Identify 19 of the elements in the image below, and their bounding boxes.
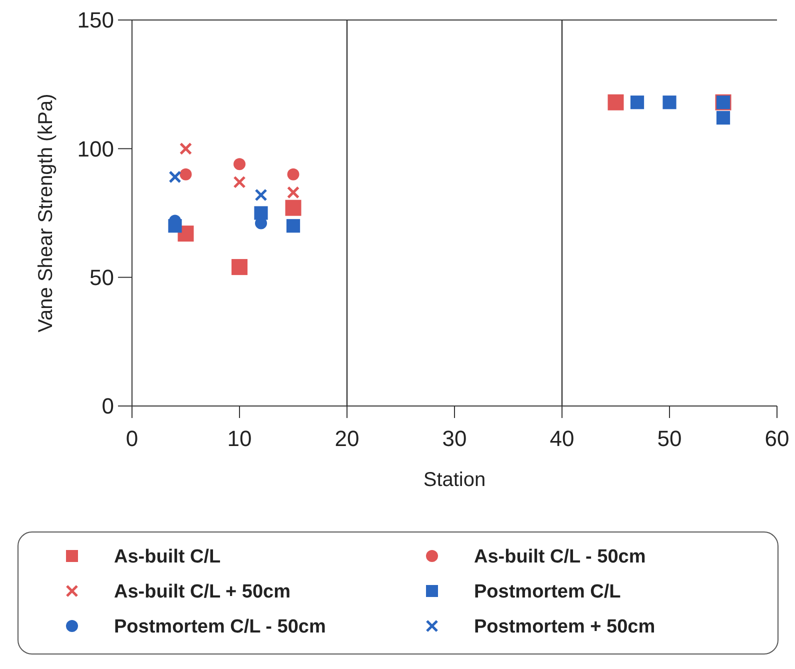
x-tick-label: 0 [126,426,138,451]
x-tick-label: 50 [657,426,682,451]
y-tick-label: 100 [77,136,114,162]
legend-label: As-built C/L + 50cm [114,582,291,603]
y-tick-label: 50 [90,265,114,290]
x-tick-label: 30 [442,426,467,451]
x-tick-label: 40 [550,426,574,451]
y-axis-title: Vane Shear Strength (kPa) [35,94,57,332]
legend-label: As-built C/L [114,546,221,568]
x-tick-label: 10 [227,426,252,451]
y-tick-label: 0 [102,394,114,419]
legend-label: Postmortem + 50cm [474,616,656,638]
x-tick-label: 60 [764,426,790,451]
legend-label: Postmortem C/L [474,582,622,603]
legend-label: As-built C/L - 50cm [474,546,646,568]
legend-label: Postmortem C/L - 50cm [114,616,326,638]
x-axis-title: Station [423,469,486,491]
x-tick-label: 20 [334,426,360,451]
y-tick-label: 150 [77,8,114,33]
